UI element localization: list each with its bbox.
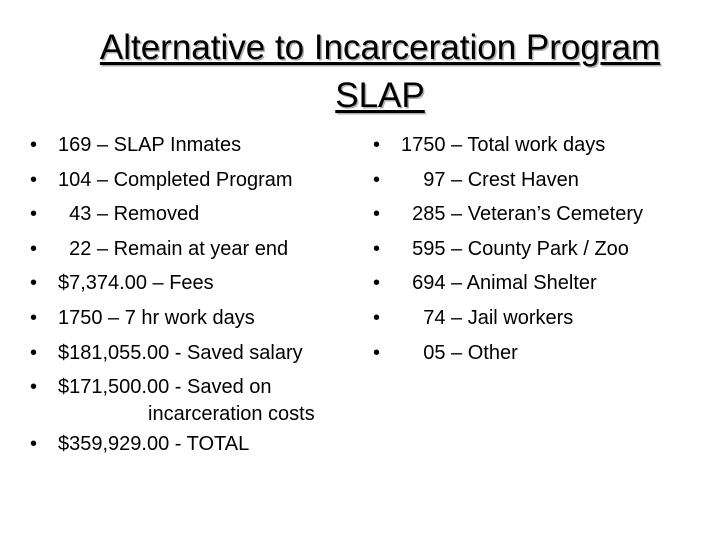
item-text: 104 – Completed Program: [58, 168, 293, 191]
title-line-1: Alternative to Incarceration Program: [99, 28, 661, 67]
item-text: 97 – Crest Haven: [401, 168, 579, 191]
bullet-icon: •: [373, 341, 381, 364]
item-text: 1750 – 7 hr work days: [58, 306, 255, 329]
item-text: $171,500.00 - Saved on: [58, 376, 272, 399]
bullet-icon: •: [373, 306, 381, 329]
list-item: • 74 – Jail workers: [373, 301, 703, 336]
bullet-icon: •: [30, 432, 38, 455]
bullet-icon: •: [30, 237, 38, 260]
item-text: $181,055.00 - Saved salary: [58, 341, 303, 364]
title-line-2: SLAP: [335, 76, 425, 115]
item-text: 1750 – Total work days: [401, 134, 606, 156]
item-text: 169 – SLAP Inmates: [58, 134, 242, 156]
item-text: 74 – Jail workers: [401, 306, 574, 329]
bullet-icon: •: [30, 168, 38, 191]
bullet-icon: •: [373, 168, 381, 191]
bullet-icon: •: [30, 134, 38, 156]
list-item: • $181,055.00 - Saved salary: [30, 336, 375, 371]
bullet-icon: •: [30, 341, 38, 364]
list-item: • $7,374.00 – Fees: [30, 266, 375, 301]
left-bullet-list: • 169 – SLAP Inmates • 104 – Completed Pro…: [30, 128, 375, 461]
bullet-icon: •: [373, 237, 381, 260]
slide-title: Alternative to Incarceration Program SLA…: [40, 24, 720, 120]
item-text: 22 – Remain at year end: [58, 237, 289, 260]
list-item: • 05 – Other: [373, 336, 703, 371]
list-item: • 285 – Veteran’s Cemetery: [373, 197, 703, 232]
item-text: 694 – Animal Shelter: [401, 272, 597, 295]
item-text: 595 – County Park / Zoo: [401, 237, 629, 260]
item-text: 285 – Veteran’s Cemetery: [401, 203, 643, 226]
list-item: • 104 – Completed Program: [30, 163, 375, 198]
item-text: $359,929.00 - TOTAL: [58, 432, 250, 455]
item-text-continuation: incarceration costs: [148, 402, 315, 425]
list-item: • 43 – Removed: [30, 197, 375, 232]
bullet-icon: •: [373, 134, 381, 156]
list-item: • 22 – Remain at year end: [30, 232, 375, 267]
list-item: • $171,500.00 - Saved on incarceration cos…: [30, 370, 375, 427]
list-item: • 1750 – 7 hr work days: [30, 301, 375, 336]
list-item: • $359,929.00 - TOTAL: [30, 427, 375, 462]
bullet-icon: •: [373, 203, 381, 226]
bullet-icon: •: [30, 272, 38, 295]
item-text: $7,374.00 – Fees: [58, 272, 214, 295]
bullet-icon: •: [30, 376, 38, 399]
list-item: • 694 – Animal Shelter: [373, 266, 703, 301]
right-bullet-list: • 1750 – Total work days • 97 – Crest Hav…: [373, 128, 703, 370]
list-item: • 169 – SLAP Inmates: [30, 128, 375, 163]
bullet-icon: •: [30, 306, 38, 329]
item-text: 05 – Other: [401, 341, 518, 364]
item-text: 43 – Removed: [58, 203, 200, 226]
bullet-icon: •: [30, 203, 38, 226]
list-item: • 97 – Crest Haven: [373, 163, 703, 198]
list-item: • 595 – County Park / Zoo: [373, 232, 703, 267]
bullet-icon: •: [373, 272, 381, 295]
list-item: • 1750 – Total work days: [373, 128, 703, 163]
